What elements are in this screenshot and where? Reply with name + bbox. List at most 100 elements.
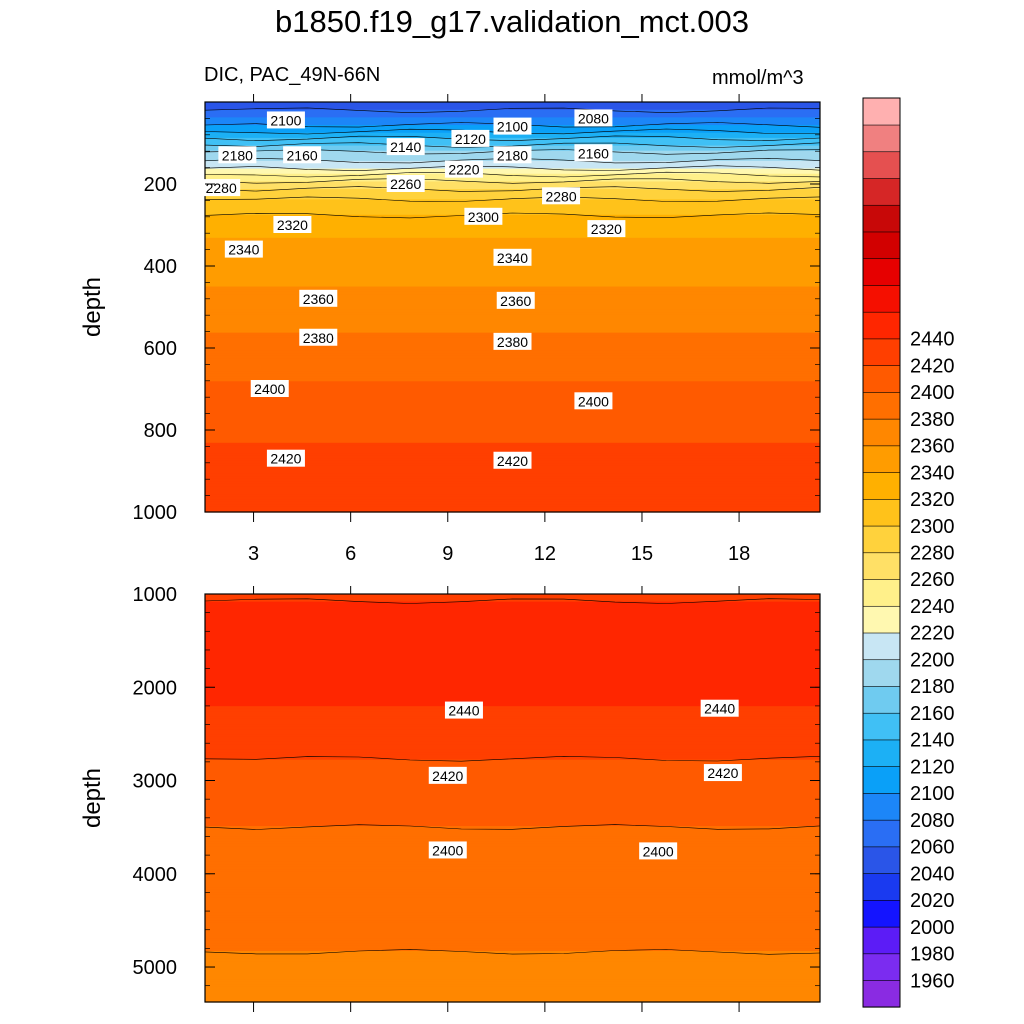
contour-label: 2380 xyxy=(497,334,528,350)
contour-line xyxy=(204,186,821,192)
colorbar-swatch xyxy=(862,659,901,687)
colorbar-swatch xyxy=(862,979,901,1008)
contour-band xyxy=(205,667,820,672)
contour-band xyxy=(205,483,820,487)
contour-band xyxy=(205,619,820,623)
colorbar-label: 2220 xyxy=(910,623,955,645)
contour-band xyxy=(205,406,820,411)
colorbar-swatch xyxy=(862,792,901,821)
contour-band xyxy=(205,838,820,842)
contour-band xyxy=(205,368,820,372)
contour-band xyxy=(205,843,820,848)
contour-band xyxy=(205,365,820,370)
contour-band xyxy=(205,373,820,377)
contour-band xyxy=(205,963,820,967)
colorbar-swatch xyxy=(862,685,901,714)
colorbar-label: 2420 xyxy=(910,355,955,377)
colorbar-swatch xyxy=(862,258,901,286)
contour-band xyxy=(205,943,820,947)
contour-band xyxy=(205,673,820,677)
contour-band xyxy=(205,432,820,436)
contour-label-bg xyxy=(542,187,581,205)
contour-band xyxy=(205,227,820,231)
colorbar-frame xyxy=(862,97,901,1008)
y-tick-label: 2000 xyxy=(133,677,178,699)
colorbar-swatch xyxy=(862,578,901,607)
colorbar-swatch xyxy=(862,231,901,260)
contour-band xyxy=(205,874,820,878)
y-tick-label: 400 xyxy=(144,256,177,278)
contour-band xyxy=(205,828,820,832)
contour-label: 2300 xyxy=(468,209,499,225)
contour-label: 2140 xyxy=(390,139,421,155)
y-tick-label: 1000 xyxy=(133,584,178,606)
colorbar-swatch xyxy=(862,498,901,527)
contour-band xyxy=(205,178,820,183)
contour-band xyxy=(205,810,820,814)
contour-label-bg xyxy=(574,144,613,162)
contour-band xyxy=(205,104,820,108)
contour-band xyxy=(205,629,820,633)
y-axis: 200 400 600 800 1000 depth xyxy=(79,101,820,524)
colorbar-swatch xyxy=(862,766,901,794)
contour-band xyxy=(205,657,820,661)
contour-band xyxy=(205,386,820,390)
contour-band xyxy=(205,622,820,626)
contour-band xyxy=(205,777,820,781)
contour-band xyxy=(205,999,820,1003)
contour-label-bg xyxy=(574,392,613,410)
contour-band xyxy=(205,922,820,927)
contour-band xyxy=(205,690,820,695)
contour-band xyxy=(205,486,820,490)
colorbar-label: 2140 xyxy=(910,730,955,752)
contour-band xyxy=(205,724,820,728)
colorbar-label: 2080 xyxy=(910,810,955,832)
contour-band xyxy=(205,442,820,446)
contour-band xyxy=(205,496,820,500)
y-axis-label: depth xyxy=(79,277,106,337)
contour-band xyxy=(205,235,820,239)
contour-band xyxy=(205,371,820,375)
contour-label: 2340 xyxy=(228,242,259,258)
contour-band xyxy=(205,752,820,756)
contour-lines xyxy=(204,598,821,955)
contour-band xyxy=(205,670,820,674)
contour-band xyxy=(205,869,820,873)
contour-band xyxy=(205,309,820,313)
contour-band xyxy=(205,968,820,972)
panel-upper: 2100 2080 2100 2120 2140 2180 2160 2180 2160 2220… xyxy=(79,94,821,565)
colorbar-swatch xyxy=(862,605,901,634)
contour-label-bg xyxy=(493,117,532,135)
contour-label: 2380 xyxy=(303,330,334,346)
contour-band xyxy=(205,363,820,367)
contour-band xyxy=(205,194,820,198)
contour-band xyxy=(205,762,820,766)
contour-band xyxy=(205,225,820,229)
contour-band xyxy=(205,711,820,715)
contour-band xyxy=(205,716,820,720)
contour-band xyxy=(205,594,820,598)
colorbar-label: 2000 xyxy=(910,917,955,939)
contour-label: 2440 xyxy=(704,701,735,717)
contour-line xyxy=(204,171,821,178)
contour-label-bg xyxy=(493,146,532,164)
x-axis: 3 6 9 12 15 18 xyxy=(248,94,750,565)
contour-band xyxy=(205,951,820,955)
contour-band xyxy=(205,435,820,439)
contour-band xyxy=(205,376,820,380)
colorbar-label: 2120 xyxy=(910,756,955,778)
y-tick-label: 200 xyxy=(144,174,177,196)
contour-label: 2400 xyxy=(432,842,463,858)
contour-label-bg xyxy=(700,699,739,717)
contour-band xyxy=(205,966,820,970)
contour-band xyxy=(205,599,820,603)
contour-band xyxy=(205,808,820,812)
y-axis: 1000 2000 3000 4000 5000 depth xyxy=(79,584,820,987)
contour-band xyxy=(205,389,820,393)
contour-band xyxy=(205,199,820,203)
contour-band xyxy=(205,849,820,853)
contour-band xyxy=(205,191,820,195)
contour-band xyxy=(205,910,820,914)
contour-band xyxy=(205,897,820,901)
contour-band xyxy=(205,731,820,735)
